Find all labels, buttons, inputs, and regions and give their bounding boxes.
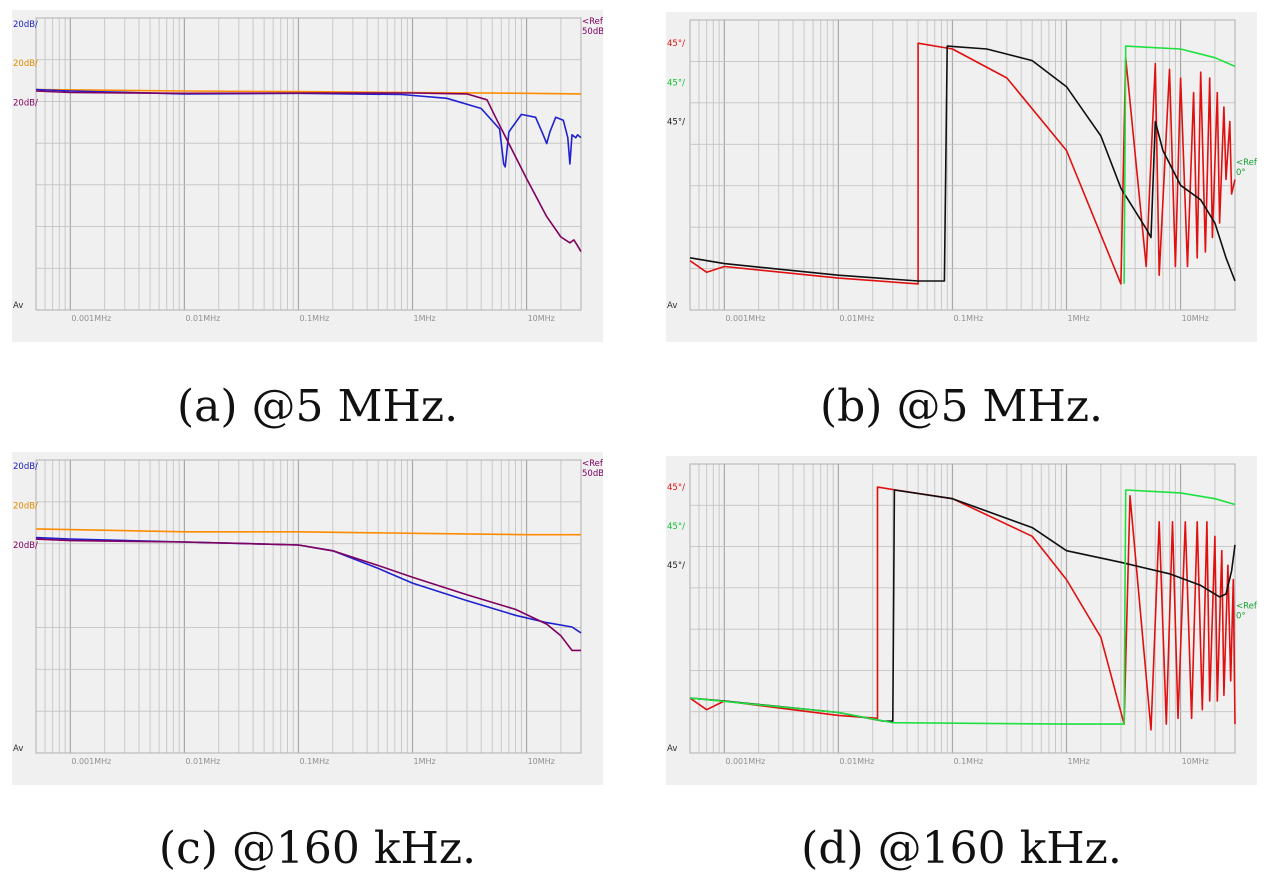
caption-b: (b) @5 MHz. — [819, 381, 1104, 432]
plot-frame — [35, 459, 582, 754]
series-trace-1 — [689, 42, 1236, 285]
channel-scale-label: 20dB/ — [13, 462, 38, 472]
plot-d-svg: 0.001MHz 0.01MHz 0.1MHz 1MHz 10MHz 45°/ 45°/ 45… — [667, 463, 1257, 766]
series-trace-1 — [689, 486, 1236, 731]
x-tick-label: 10MHz — [1182, 757, 1209, 766]
plot-frame — [689, 19, 1236, 311]
channel-scale-label: 45°/ — [667, 117, 685, 127]
x-tick-label: 1MHz — [414, 757, 436, 766]
x-tick-label: 0.1MHz — [953, 314, 983, 323]
bode-phase-plot-d: 0.001MHz 0.01MHz 0.1MHz 1MHz 10MHz 45°/ 45°/ 45… — [666, 456, 1257, 785]
grid-lines — [35, 17, 582, 311]
caption-a: (a) @5 MHz. — [176, 381, 459, 432]
x-tick-label: 0.001MHz — [725, 314, 765, 323]
x-tick-label: 0.1MHz — [299, 314, 329, 323]
reference-label: <Ref — [1236, 602, 1257, 612]
bode-phase-plot-b: 0.001MHz 0.01MHz 0.1MHz 1MHz 10MHz 45°/ 45°/ 45… — [666, 12, 1257, 342]
reference-label: 0° — [1236, 168, 1246, 178]
x-tick-label: 0.01MHz — [185, 757, 220, 766]
plot-frame — [35, 17, 582, 311]
channel-scale-label: 20dB/ — [13, 59, 38, 69]
x-tick-label: 0.01MHz — [839, 314, 874, 323]
caption-d: (d) @160 kHz. — [801, 823, 1122, 874]
channel-scale-label: 45°/ — [667, 561, 685, 571]
x-tick-label: 0.01MHz — [185, 314, 220, 323]
channel-scale-label: 20dB/ — [13, 541, 38, 551]
channel-scale-label: 45°/ — [667, 522, 685, 532]
series-trace-1 — [35, 88, 582, 95]
plot-frame — [689, 463, 1236, 754]
series-trace-3 — [689, 489, 1236, 725]
series-trace-3 — [35, 90, 582, 253]
channel-scale-label: 20dB/ — [13, 501, 38, 511]
bode-magnitude-plot-a: 0.001MHz 0.01MHz 0.1MHz 1MHz 10MHz 20dB/20dB/… — [12, 10, 603, 342]
grid-lines — [35, 459, 582, 754]
x-tick-label: 1MHz — [1068, 757, 1090, 766]
channel-scale-label: 45°/ — [667, 39, 685, 49]
bode-magnitude-plot-c: 0.001MHz 0.01MHz 0.1MHz 1MHz 10MHz 20dB/20dB/… — [12, 452, 603, 785]
channel-scale-label: 20dB/ — [13, 20, 38, 30]
x-tick-label: 0.01MHz — [839, 757, 874, 766]
x-tick-label: 10MHz — [528, 757, 555, 766]
channel-scale-label: 45°/ — [667, 78, 685, 88]
x-tick-label: 10MHz — [528, 314, 555, 323]
x-tick-label: 1MHz — [1068, 314, 1090, 323]
reference-label: 50dB — [582, 469, 603, 479]
x-tick-label: 0.1MHz — [953, 757, 983, 766]
caption-c: (c) @160 kHz. — [158, 823, 477, 874]
reference-label: <Ref — [582, 17, 603, 27]
x-tick-label: 0.001MHz — [71, 314, 111, 323]
grid-lines — [689, 463, 1236, 754]
series-trace-1 — [35, 528, 581, 536]
averaging-label: Av — [13, 744, 23, 754]
reference-label: <Ref — [1236, 158, 1257, 168]
plot-b-svg: 0.001MHz 0.01MHz 0.1MHz 1MHz 10MHz 45°/ 45°/ 45… — [667, 19, 1257, 323]
series-trace-2 — [689, 45, 1236, 282]
x-tick-label: 0.1MHz — [299, 757, 329, 766]
series-trace-2 — [35, 88, 582, 168]
x-tick-label: 10MHz — [1182, 314, 1209, 323]
averaging-label: Av — [667, 301, 677, 311]
plot-c-svg: 0.001MHz 0.01MHz 0.1MHz 1MHz 10MHz 20dB/20dB/… — [13, 459, 603, 766]
averaging-label: Av — [667, 744, 677, 754]
series-trace-3 — [35, 538, 581, 652]
x-tick-label: 1MHz — [414, 314, 436, 323]
reference-label: 0° — [1236, 612, 1246, 622]
reference-label: 50dB — [582, 27, 603, 37]
x-tick-label: 0.001MHz — [725, 757, 765, 766]
plot-a-svg: 0.001MHz 0.01MHz 0.1MHz 1MHz 10MHz 20dB/20dB/… — [13, 17, 603, 323]
channel-scale-label: 20dB/ — [13, 99, 38, 109]
channel-scale-label: 45°/ — [667, 483, 685, 493]
series-trace-3 — [1123, 45, 1236, 284]
x-tick-label: 0.001MHz — [71, 757, 111, 766]
averaging-label: Av — [13, 301, 23, 311]
reference-label: <Ref — [582, 459, 603, 469]
